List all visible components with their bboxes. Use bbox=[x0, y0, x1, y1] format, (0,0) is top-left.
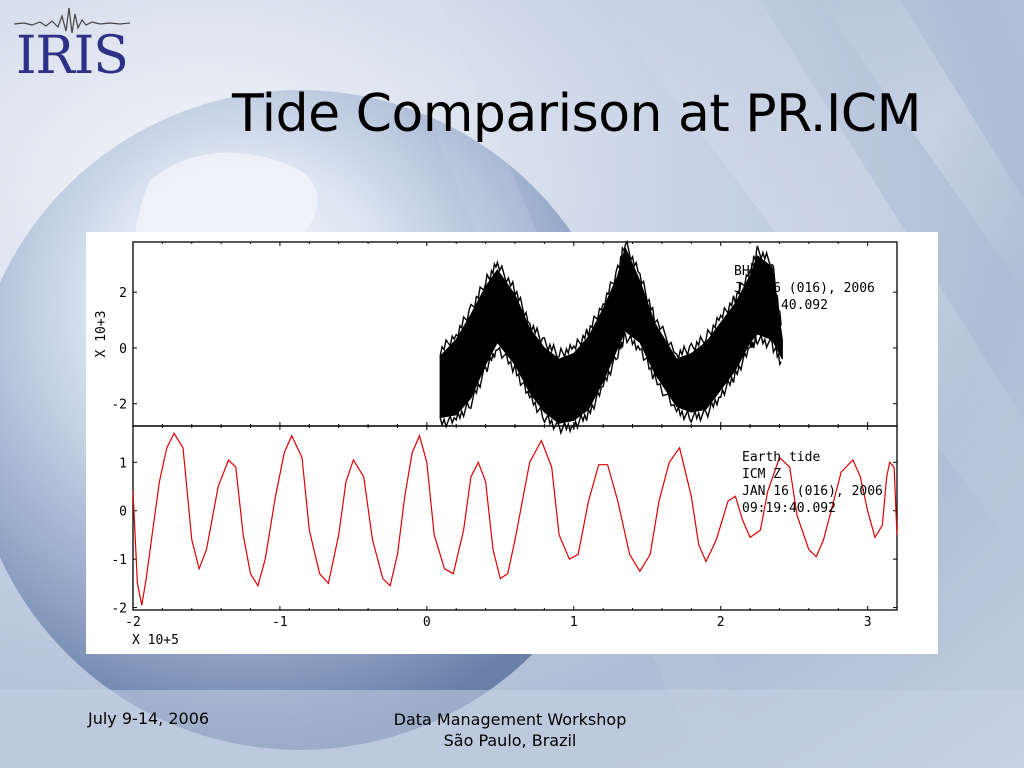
logo-text: IRIS bbox=[16, 26, 129, 86]
y-tick-label: -2 bbox=[111, 398, 127, 413]
panel-annotation-line: 09:19:40.092 bbox=[734, 298, 828, 313]
y-axis-label: X 10+3 bbox=[94, 311, 109, 358]
footer-event-line1: Data Management Workshop bbox=[393, 710, 627, 729]
footer-event: Data Management Workshop São Paulo, Braz… bbox=[330, 709, 690, 751]
panel-annotation-line: Earth tide bbox=[742, 450, 820, 465]
y-tick-label: 1 bbox=[119, 456, 127, 471]
y-tick-label: -2 bbox=[111, 602, 127, 617]
y-tick-label: -1 bbox=[111, 553, 127, 568]
panel-annotation-line: BHZ bbox=[734, 264, 758, 279]
x-tick-label: 3 bbox=[864, 615, 872, 630]
iris-logo bbox=[14, 4, 130, 88]
y-tick-label: 0 bbox=[119, 342, 127, 357]
bhz-trace-lower-edge bbox=[439, 332, 782, 436]
bhz-trace-upper-edge bbox=[439, 239, 782, 361]
x-tick-label: 2 bbox=[717, 615, 725, 630]
earth-tide-trace bbox=[132, 432, 898, 606]
footer-event-line2: São Paulo, Brazil bbox=[443, 731, 577, 750]
x-tick-label: -2 bbox=[125, 615, 141, 630]
panel-annotation-line: ICM Z bbox=[742, 467, 781, 482]
x-tick-label: 1 bbox=[570, 615, 578, 630]
panel-annotation-line: JAN 16 (016), 2006 bbox=[742, 484, 883, 499]
x-tick-label: -1 bbox=[272, 615, 288, 630]
x-tick-label: 0 bbox=[423, 615, 431, 630]
y-tick-label: 2 bbox=[119, 286, 127, 301]
x-axis-label: X 10+5 bbox=[132, 633, 179, 648]
slide-title: Tide Comparison at PR.ICM bbox=[232, 84, 921, 144]
panel-annotation-line: JAN 16 (016), 2006 bbox=[734, 281, 875, 296]
panel-annotation-line: 09:19:40.092 bbox=[742, 501, 836, 516]
footer-shade bbox=[0, 690, 1024, 768]
tide-chart: 2 0 -2 BHZ JAN 16 (016), 2006 09:19:40.092 X 1… bbox=[94, 239, 898, 648]
seismogram-logo-icon bbox=[14, 7, 130, 34]
light-streak bbox=[820, 0, 1024, 290]
chart-panel: 2 0 -2 BHZ JAN 16 (016), 2006 09:19:40.092 X 1… bbox=[86, 232, 938, 654]
y-tick-label: 0 bbox=[119, 505, 127, 520]
footer-date: July 9-14, 2006 bbox=[88, 709, 210, 728]
